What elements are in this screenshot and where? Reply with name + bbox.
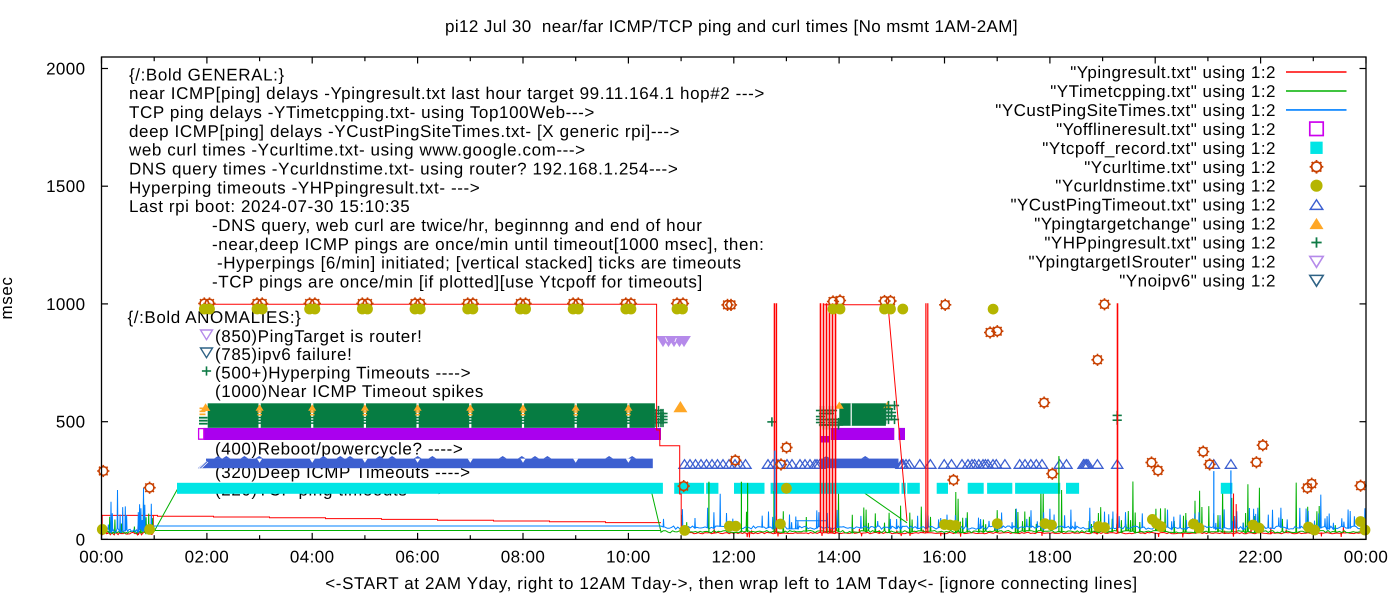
svg-text:Last rpi boot: 2024-07-30 15:1: Last rpi boot: 2024-07-30 15:10:35 bbox=[129, 197, 410, 216]
svg-text:2000: 2000 bbox=[46, 60, 85, 79]
svg-text:10:00: 10:00 bbox=[606, 547, 651, 566]
svg-text:500: 500 bbox=[56, 413, 86, 432]
svg-text:06:00: 06:00 bbox=[395, 547, 440, 566]
svg-text:DNS query times -Ycurldnstime.: DNS query times -Ycurldnstime.txt- using… bbox=[129, 160, 678, 179]
svg-text:1500: 1500 bbox=[46, 177, 85, 196]
svg-text:-TCP pings are once/min [if pl: -TCP pings are once/min [if plotted][use… bbox=[212, 273, 703, 292]
svg-text:"YHPpingresult.txt" using 1:2: "YHPpingresult.txt" using 1:2 bbox=[1044, 234, 1276, 253]
svg-text:20:00: 20:00 bbox=[1133, 547, 1178, 566]
svg-text:00:00: 00:00 bbox=[1344, 547, 1389, 566]
svg-text:"YCustPingTimeout.txt" using 1: "YCustPingTimeout.txt" using 1:2 bbox=[1010, 196, 1276, 215]
svg-text:00:00: 00:00 bbox=[79, 547, 124, 566]
svg-text:"YTimetcpping.txt" using 1:2: "YTimetcpping.txt" using 1:2 bbox=[1050, 82, 1276, 101]
svg-text:(400)Reboot/powercycle? ---->: (400)Reboot/powercycle? ----> bbox=[215, 440, 463, 459]
svg-text:near ICMP[ping] delays -Ypingr: near ICMP[ping] delays -Ypingresult.txt … bbox=[129, 84, 765, 103]
svg-text:(500+)Hyperping Timeouts ---->: (500+)Hyperping Timeouts ----> bbox=[215, 364, 471, 383]
svg-text:08:00: 08:00 bbox=[501, 547, 546, 566]
svg-text:18:00: 18:00 bbox=[1028, 547, 1073, 566]
svg-text:msec: msec bbox=[0, 276, 16, 319]
svg-text:0: 0 bbox=[76, 530, 86, 549]
svg-text:"Ypingtargetchange" using 1:2: "Ypingtargetchange" using 1:2 bbox=[1034, 215, 1276, 234]
svg-text:Hyperping timeouts -YHPpingres: Hyperping timeouts -YHPpingresult.txt- -… bbox=[129, 178, 480, 197]
svg-text:02:00: 02:00 bbox=[185, 547, 230, 566]
svg-text:12:00: 12:00 bbox=[712, 547, 757, 566]
svg-text:(1000)Near ICMP Timeout spikes: (1000)Near ICMP Timeout spikes bbox=[215, 382, 484, 401]
svg-text:"YCustPingSiteTimes.txt" using: "YCustPingSiteTimes.txt" using 1:2 bbox=[995, 101, 1276, 120]
svg-text:{/:Bold GENERAL:}: {/:Bold GENERAL:} bbox=[129, 65, 285, 84]
svg-text:-DNS query, web curl are twice: -DNS query, web curl are twice/hr, begin… bbox=[212, 216, 703, 235]
svg-text:"Ycurltime.txt" using 1:2: "Ycurltime.txt" using 1:2 bbox=[1084, 158, 1276, 177]
svg-text:14:00: 14:00 bbox=[817, 547, 862, 566]
svg-text:"Ynoipv6" using 1:2: "Ynoipv6" using 1:2 bbox=[1119, 271, 1276, 290]
svg-text:"Ycurldnstime.txt" using 1:2: "Ycurldnstime.txt" using 1:2 bbox=[1055, 177, 1276, 196]
svg-text:1000: 1000 bbox=[46, 295, 85, 314]
svg-text:(850)PingTarget is router!: (850)PingTarget is router! bbox=[215, 327, 422, 346]
svg-text:<-START at 2AM Yday, right to: <-START at 2AM Yday, right to 12AM Tday-… bbox=[325, 574, 1137, 593]
svg-text:16:00: 16:00 bbox=[922, 547, 967, 566]
svg-text:-Hyperpings [6/min] initiated;: -Hyperpings [6/min] initiated; [vertical… bbox=[217, 254, 742, 273]
svg-text:(785)ipv6 failure!: (785)ipv6 failure! bbox=[215, 345, 352, 364]
svg-text:pi12 Jul 30 near/far ICMP/TCP: pi12 Jul 30 near/far ICMP/TCP ping and c… bbox=[445, 17, 1018, 36]
svg-text:-near,deep ICMP pings are once: -near,deep ICMP pings are once/min until… bbox=[212, 235, 764, 254]
svg-text:"Ytcpoff_record.txt" using 1:2: "Ytcpoff_record.txt" using 1:2 bbox=[1042, 139, 1276, 158]
svg-text:04:00: 04:00 bbox=[290, 547, 335, 566]
svg-text:deep ICMP[ping] delays -YCustP: deep ICMP[ping] delays -YCustPingSiteTim… bbox=[129, 122, 680, 141]
svg-text:web curl times -Ycurltime.txt-: web curl times -Ycurltime.txt- using www… bbox=[128, 141, 586, 160]
svg-text:22:00: 22:00 bbox=[1238, 547, 1283, 566]
svg-text:"YpingtargetISrouter" using 1:: "YpingtargetISrouter" using 1:2 bbox=[1029, 253, 1276, 272]
svg-text:TCP ping delays -YTimetcpping.: TCP ping delays -YTimetcpping.txt- using… bbox=[129, 103, 595, 122]
svg-text:"Yofflineresult.txt" using 1:2: "Yofflineresult.txt" using 1:2 bbox=[1056, 120, 1276, 139]
svg-text:"Ypingresult.txt" using 1:2: "Ypingresult.txt" using 1:2 bbox=[1070, 63, 1276, 82]
